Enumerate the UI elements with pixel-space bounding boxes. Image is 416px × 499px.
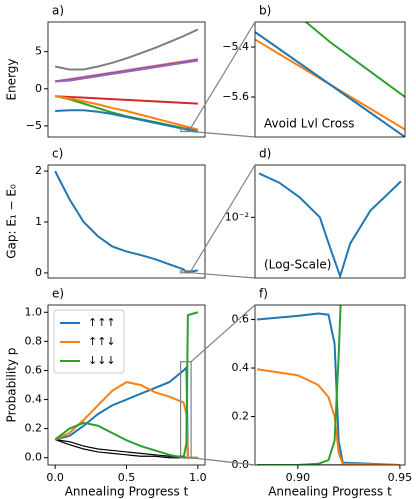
line [54, 95, 199, 131]
y-tick-label: 0.2 [25, 422, 43, 435]
x-tick-label: 1.0 [189, 471, 207, 484]
axes-frame [47, 304, 206, 466]
x-tick-label: 0.90 [286, 471, 311, 484]
line [54, 311, 199, 459]
plot-area [54, 170, 199, 274]
zoom-connector [190, 272, 256, 279]
panel-label: a) [52, 4, 64, 18]
zoom-box [179, 270, 192, 274]
line [54, 95, 199, 132]
zoom-connector [190, 21, 256, 129]
zoom-connector [190, 304, 256, 363]
y-tick-label: 0 [35, 82, 42, 95]
legend-label: ↓↓↓ [88, 354, 116, 367]
line [258, 172, 402, 278]
legend-box [53, 309, 125, 374]
y-axis-label: Energy [5, 58, 19, 100]
line [256, 368, 400, 465]
y-tick-label: 0 [35, 266, 42, 279]
line [255, 31, 405, 137]
y-tick-label: 1.0 [25, 305, 43, 318]
zoom-connector [190, 164, 256, 272]
y-tick-label: 0.2 [232, 410, 250, 423]
y-tick-label: 0.8 [25, 334, 43, 347]
y-axis-label: Probability p [5, 348, 19, 423]
panel-label: f) [259, 287, 268, 301]
legend-label: ↑↑↑ [88, 316, 116, 329]
y-tick-label: −5.4 [222, 40, 249, 53]
zoom-box [180, 127, 192, 133]
axes-frame [254, 304, 406, 466]
plot-area [54, 28, 199, 133]
plot-area [255, 22, 405, 137]
axes-frame [47, 21, 206, 138]
x-axis-label: Annealing Progress t [268, 485, 392, 499]
y-tick-label: 10⁻² [225, 210, 249, 223]
annotation: (Log-Scale) [264, 258, 331, 272]
x-tick-label: 0.0 [46, 471, 64, 484]
y-tick-label: −5.6 [222, 90, 249, 103]
y-tick-label: 5 [35, 45, 42, 58]
panel-label: d) [259, 147, 271, 161]
y-tick-label: 0.6 [25, 363, 43, 376]
y-tick-label: 0.0 [232, 458, 250, 471]
y-tick-label: 0.0 [25, 451, 43, 464]
axes-frame [254, 164, 406, 279]
y-tick-label: 0.4 [25, 393, 43, 406]
line [55, 109, 199, 133]
panel-label: b) [259, 4, 271, 18]
line [55, 59, 199, 83]
zoom-connector [190, 130, 256, 138]
y-tick-label: 0.4 [232, 361, 250, 374]
zoom-box [179, 361, 192, 459]
line [55, 95, 198, 105]
line [304, 22, 405, 98]
zoom-connector [191, 457, 256, 466]
axes-frame [254, 21, 406, 138]
axes-frame [47, 164, 206, 279]
y-tick-label: −5 [26, 119, 42, 132]
panel-label: e) [52, 287, 64, 301]
annotation: Avoid Lvl Cross [264, 117, 355, 131]
x-axis-label: Annealing Progress t [65, 485, 189, 499]
plot-area [258, 172, 402, 278]
legend-label: ↑↑↓ [88, 335, 116, 348]
line [54, 438, 198, 459]
line [256, 312, 400, 465]
x-tick-label: 0.95 [388, 471, 413, 484]
y-tick-label: 1 [35, 215, 42, 228]
line [54, 170, 199, 274]
y-tick-label: 2 [35, 164, 42, 177]
line [54, 28, 199, 71]
panel-label: c) [52, 147, 63, 161]
y-axis-label: Gap: E₁ − E₀ [5, 184, 19, 259]
x-tick-label: 0.5 [118, 471, 136, 484]
